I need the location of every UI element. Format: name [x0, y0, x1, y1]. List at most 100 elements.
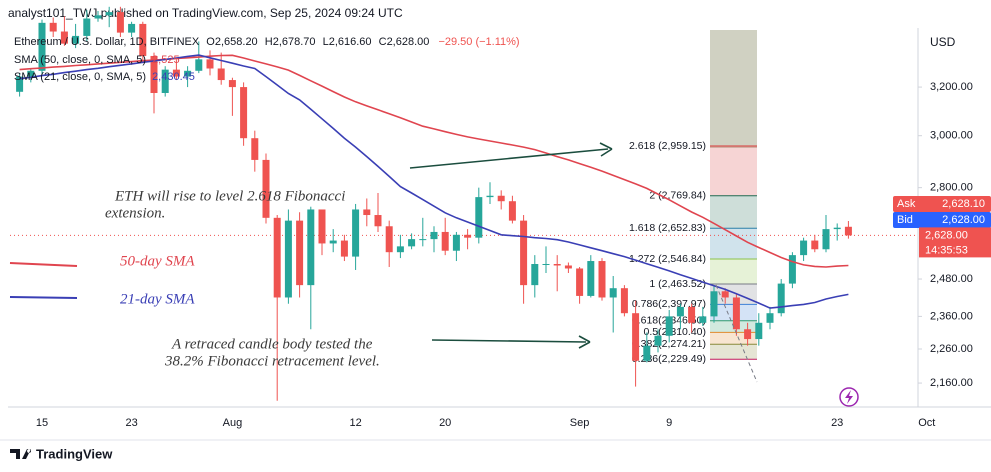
sma-value: 2,525 — [152, 54, 180, 66]
candle-body — [464, 234, 472, 238]
candle-body — [531, 264, 539, 286]
candle-body — [811, 240, 819, 250]
candle-body — [475, 197, 483, 238]
legend-sma: SMA (50, close, 0, SMA, 5) 2,525 — [14, 54, 180, 66]
projection-line — [715, 284, 758, 383]
fib-label: 0.5(2,310.40) — [644, 326, 706, 338]
x-tick-label: 23 — [125, 417, 137, 429]
countdown: 14:35:53 — [925, 244, 968, 256]
candle-body — [251, 138, 259, 160]
candle-body — [576, 268, 584, 296]
candle-body — [307, 209, 315, 286]
plot — [10, 6, 918, 401]
header: analyst101_TWJ published on TradingView.… — [8, 6, 403, 20]
y-tick-label: 3,000.00 — [930, 130, 973, 142]
sma-name: SMA (21, close, 0, SMA, 5) — [14, 71, 146, 83]
candle-body — [620, 288, 628, 314]
x-tick-label: 23 — [831, 417, 843, 429]
arrow-head — [578, 335, 591, 349]
candle-body — [609, 288, 617, 298]
candle-body — [755, 322, 763, 340]
annotation: A retraced candle body tested the — [171, 336, 373, 352]
candle-body — [688, 306, 696, 323]
fib-band — [710, 195, 757, 229]
candle-body — [744, 329, 752, 340]
candle-body — [161, 69, 169, 93]
x-tick-label: Sep — [570, 417, 590, 429]
candle-body — [564, 265, 572, 269]
ask-tag — [893, 196, 991, 212]
fib-band — [710, 332, 757, 345]
candle-body — [60, 31, 68, 44]
candle-body — [83, 18, 91, 36]
candle-body — [800, 240, 808, 256]
legend: Ethereum / U.S. Dollar, 1D, BITFINEX O2,… — [14, 36, 520, 48]
y-tick-label: 2,480.00 — [930, 273, 973, 285]
candle-body — [822, 229, 830, 250]
fib-band — [710, 344, 757, 360]
candle-body — [654, 335, 662, 346]
candle-body — [284, 220, 292, 298]
candle-body — [150, 55, 158, 93]
fib-band — [710, 146, 757, 196]
ohlc-value: 2,616.60 — [329, 36, 372, 48]
fib-label: 0.382(2,274.21) — [632, 338, 706, 350]
candle-body — [665, 316, 673, 336]
candle-body — [721, 291, 729, 298]
candle-body — [116, 12, 124, 33]
bid-value: 2,628.00 — [942, 214, 985, 226]
candle-body — [497, 195, 505, 202]
sma-note: 21-day SMA — [120, 291, 195, 307]
candle-body — [49, 22, 57, 32]
x-tick-label: 20 — [439, 417, 451, 429]
candle-body — [329, 240, 337, 244]
x-tick-label: Oct — [918, 417, 935, 429]
candle-body — [419, 239, 427, 241]
candle-body — [374, 215, 382, 227]
sma-value: 2,430.45 — [152, 71, 195, 83]
ohlc-key: C — [379, 36, 387, 48]
candle-body — [240, 87, 248, 139]
change: −29.50 (−1.11%) — [438, 36, 519, 48]
candle-body — [363, 209, 371, 216]
y-tick-label: 3,200.00 — [930, 81, 973, 93]
bid-key: Bid — [897, 214, 913, 226]
candle-body — [105, 12, 113, 16]
candle-body — [340, 240, 348, 257]
sma-note-swatch — [9, 262, 78, 267]
currency: USD — [930, 35, 956, 49]
fib-label: 0.786(2,397.97) — [632, 298, 706, 310]
ohlc-key: L — [323, 36, 329, 48]
fib-label: 2.618 (2,959.15) — [629, 140, 706, 152]
x-tick-label: 12 — [349, 417, 361, 429]
ohlc-key: O — [206, 36, 215, 48]
candle-body — [139, 23, 147, 56]
ohlc-value: 2,658.20 — [215, 36, 258, 48]
candle-body — [777, 283, 785, 314]
candle-body — [542, 264, 550, 266]
annotation: 38.2% Fibonacci retracement level. — [164, 353, 380, 369]
ohlc-key: H — [265, 36, 273, 48]
fib-label: 1 (2,463.52) — [649, 278, 706, 290]
arrow-head — [599, 142, 613, 157]
y-tick-label: 2,360.00 — [930, 310, 973, 322]
candle-body — [441, 231, 449, 251]
sma-note-swatch — [9, 296, 78, 299]
candle-body — [408, 239, 416, 247]
candle-body — [676, 306, 684, 317]
annotation: extension. — [105, 205, 165, 221]
fib-label: 0.236(2,229.49) — [632, 353, 706, 365]
candle-body — [643, 345, 651, 361]
arrow-line — [409, 148, 609, 169]
bid-tag — [893, 212, 991, 228]
fib-top-band — [710, 30, 757, 148]
y-tick-label: 2,260.00 — [930, 343, 973, 355]
alert-icon[interactable] — [839, 387, 859, 407]
last-tag-box — [919, 227, 991, 258]
candle-body — [228, 80, 236, 88]
candle-body — [430, 231, 438, 240]
candle-body — [385, 226, 393, 253]
y-tick-label: 2,800.00 — [930, 182, 973, 194]
